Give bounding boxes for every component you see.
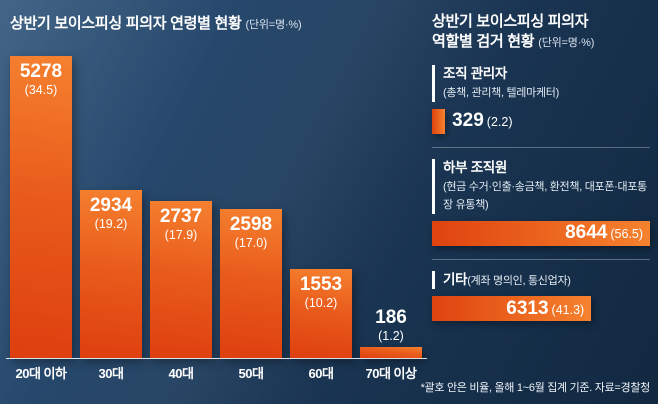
age-bar: 186 (1.2) <box>360 307 422 358</box>
age-bar-column: 2737 (17.9) <box>150 201 212 358</box>
role-heading: 하부 조직원 (현금 수거·인출·송금책, 환전책, 대포폰·대포통장 유통책) <box>432 158 650 214</box>
age-chart-title-text: 상반기 보이스피싱 피의자 연령별 현황 <box>10 15 242 32</box>
role-bar-value-group: 329 (2.2) <box>452 110 512 132</box>
role-bar-row: 8644 (56.5) <box>432 220 650 246</box>
age-bar-label: 186 (1.2) <box>360 307 422 343</box>
role-bar-value: 8644 <box>565 222 608 244</box>
age-bar-value: 5278 <box>19 61 63 82</box>
age-bar: 5278 (34.5) <box>10 56 72 358</box>
age-bar: 2934 (19.2) <box>80 190 142 358</box>
age-bar-label: 1553 (10.2) <box>290 274 352 310</box>
x-axis-line <box>6 358 427 359</box>
role-bar-percent: (41.3) <box>551 302 585 317</box>
role-section: 하부 조직원 (현금 수거·인출·송금책, 환전책, 대포폰·대포통장 유통책) 8… <box>432 146 650 246</box>
age-bar-value: 186 <box>375 306 407 328</box>
age-bar-value: 2737 <box>159 206 203 227</box>
role-bar-row: 329 (2.2) <box>432 108 650 134</box>
age-axis-label: 40대 <box>168 366 194 381</box>
role-bar-value: 329 <box>452 110 484 132</box>
age-axis-label: 50대 <box>238 366 264 381</box>
age-bar-column: 186 (1.2) <box>360 307 422 358</box>
age-bar-percent: (17.9) <box>164 227 198 242</box>
age-chart-title: 상반기 보이스피싱 피의자 연령별 현황 (단위=명·%) <box>10 12 302 33</box>
role-name: 하부 조직원 <box>443 159 508 175</box>
role-heading: 조직 관리자 (총책, 관리책, 텔레마케터) <box>432 65 650 102</box>
role-bar-value-group: 8644 (56.5) <box>565 222 643 244</box>
role-chart-unit: (단위=명·%) <box>538 37 595 50</box>
age-bar-percent: (17.0) <box>234 235 268 250</box>
role-bar-percent: (2.2) <box>486 115 513 130</box>
role-note: (현금 수거·인출·송금책, 환전책, 대포폰·대포통장 유통책) <box>443 181 647 212</box>
role-name: 조직 관리자 <box>443 66 508 82</box>
role-bar: 6313 (41.3) <box>432 296 592 322</box>
role-bar-percent: (56.5) <box>610 227 643 242</box>
age-bar: 1553 (10.2) <box>290 269 352 358</box>
role-heading: 기타(계좌 명의인, 통신업자) <box>432 270 650 290</box>
age-bar-percent: (34.5) <box>24 82 58 97</box>
age-chart-bars: 5278 (34.5) 2934 (19.2) 2737 (17.9) 2598 (17.0)… <box>10 56 422 358</box>
age-axis-label: 30대 <box>98 366 124 381</box>
role-bar <box>432 108 446 134</box>
age-bar-label: 2598 (17.0) <box>220 214 282 250</box>
role-chart: 상반기 보이스피싱 피의자 역할별 검거 현황 (단위=명·%) 조직 관리자 (총… <box>432 12 650 322</box>
role-section: 기타(계좌 명의인, 통신업자) 6313 (41.3) <box>432 258 650 322</box>
age-bar-value: 1553 <box>299 274 343 295</box>
age-bar-value: 2598 <box>229 214 273 235</box>
age-bar-label: 2737 (17.9) <box>150 206 212 242</box>
age-bar-label: 5278 (34.5) <box>10 61 72 97</box>
role-chart-title-line1: 상반기 보이스피싱 피의자 <box>432 13 589 30</box>
age-bar-percent: (10.2) <box>304 295 338 310</box>
role-chart-title: 상반기 보이스피싱 피의자 역할별 검거 현황 (단위=명·%) <box>432 12 650 52</box>
role-bar-value: 6313 <box>506 297 549 319</box>
role-bar-value-group: 6313 (41.3) <box>506 298 584 320</box>
role-note: (총책, 관리책, 텔레마케터) <box>443 87 559 100</box>
age-chart-unit: (단위=명·%) <box>245 19 302 31</box>
age-bar-label: 2934 (19.2) <box>80 195 142 231</box>
role-section: 조직 관리자 (총책, 관리책, 텔레마케터) 329 (2.2) <box>432 65 650 134</box>
age-bar: 2598 (17.0) <box>220 209 282 358</box>
role-name: 기타 <box>443 271 468 287</box>
age-axis-label: 70대 이상 <box>365 366 417 381</box>
role-bar: 8644 (56.5) <box>432 220 650 246</box>
role-bar-row: 6313 (41.3) <box>432 296 650 322</box>
age-axis-labels: 20대 이하 30대 40대 50대 60대 70대 이상 <box>10 363 422 382</box>
role-chart-title-line2: 역할별 검거 현황 <box>432 33 535 51</box>
age-bar-value: 2934 <box>89 195 133 216</box>
age-bar-percent: (19.2) <box>94 216 128 231</box>
age-bar-column: 1553 (10.2) <box>290 269 352 358</box>
age-bar: 2737 (17.9) <box>150 201 212 358</box>
age-bar-column: 2598 (17.0) <box>220 209 282 358</box>
source-footnote: *괄호 안은 비율, 올해 1~6월 집계 기준. 자료=경찰청 <box>420 382 651 394</box>
role-note: (계좌 명의인, 통신업자) <box>467 274 571 287</box>
age-axis-label: 60대 <box>308 366 334 381</box>
age-bar-percent: (1.2) <box>378 328 404 343</box>
age-bar-column: 2934 (19.2) <box>80 190 142 358</box>
age-axis-label: 20대 이하 <box>15 366 67 381</box>
role-chart-sections: 조직 관리자 (총책, 관리책, 텔레마케터) 329 (2.2) 하부 조직원 (현금 … <box>432 65 650 322</box>
age-bar-column: 5278 (34.5) <box>10 56 72 358</box>
